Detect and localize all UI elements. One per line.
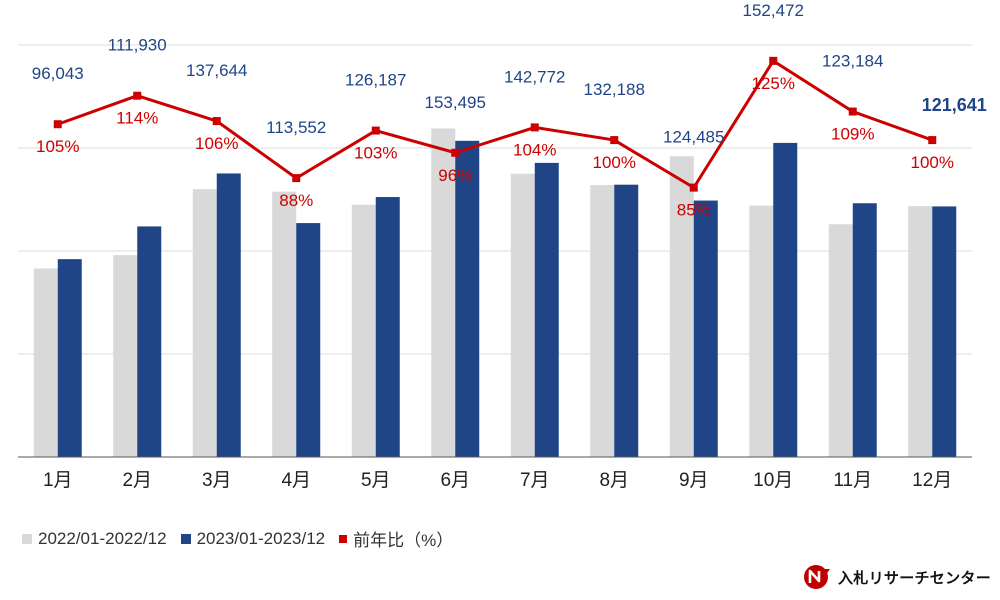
- ratio-point: [371, 126, 380, 135]
- x-tick-label: 12月: [912, 470, 952, 491]
- ratio-value-label: 105%: [36, 137, 79, 156]
- x-tick-label: 6月: [440, 470, 470, 491]
- ratio-point: [292, 174, 301, 183]
- ratio-value-label: 114%: [116, 109, 158, 128]
- bar-2023: [137, 226, 162, 457]
- x-tick-label: 9月: [679, 470, 709, 491]
- bars-layer: [33, 128, 957, 458]
- ratio-point: [530, 123, 539, 132]
- bar-value-label: 123,184: [822, 52, 883, 71]
- ratio-value-label: 88%: [279, 191, 313, 210]
- ratio-value-label: 109%: [831, 125, 874, 144]
- ratio-line: [57, 59, 933, 190]
- bar-value-label: 111,930: [108, 36, 167, 55]
- chart-svg: 1月 2月 3月 4月 5月 6月 7月 8月 9月 10月 11月 12月 96,043 105% 11…: [18, 1, 987, 491]
- gridlines: [18, 44, 972, 355]
- ratio-value-label: 85%: [677, 201, 711, 220]
- bar-value-label: 153,495: [425, 93, 486, 112]
- bar-2022: [828, 224, 853, 457]
- ratio-point: [53, 120, 62, 129]
- bar-value-label: 126,187: [345, 71, 406, 90]
- bar-value-label: 137,644: [186, 61, 247, 80]
- ratio-value-label: 100%: [593, 153, 636, 172]
- bar-2022: [908, 206, 933, 457]
- ratio-point: [451, 148, 460, 157]
- bar-value-label: 121,641: [922, 95, 987, 115]
- bar-2022: [510, 173, 535, 457]
- legend: 2022/01-2022/12 2023/01-2023/12 前年比（%）: [22, 526, 467, 551]
- legend-item-ratio: 前年比（%）: [339, 526, 453, 551]
- bar-2023: [375, 197, 400, 457]
- legend-label-ratio: 前年比（%）: [353, 531, 454, 550]
- bar-value-label: 96,043: [32, 64, 84, 83]
- x-axis: 1月 2月 3月 4月 5月 6月 7月 8月 9月 10月 11月 12月: [18, 456, 972, 491]
- ratio-point: [769, 56, 778, 65]
- logo-mark-icon: [804, 565, 830, 589]
- bar-2023: [296, 223, 321, 457]
- bar-2023: [932, 206, 957, 457]
- ratio-point: [928, 136, 937, 145]
- ratio-point: [212, 117, 221, 126]
- legend-item-2023: 2023/01-2023/12: [180, 528, 326, 549]
- legend-label-2023: 2023/01-2023/12: [196, 528, 326, 548]
- ratio-point: [610, 136, 619, 145]
- legend-label-2022: 2022/01-2022/12: [38, 528, 167, 548]
- bar-2023: [693, 200, 718, 457]
- ratio-value-label: 125%: [752, 74, 795, 93]
- ratio-line-layer: [53, 56, 937, 192]
- legend-swatch-2023: [180, 533, 191, 544]
- x-tick-label: 5月: [361, 470, 391, 491]
- ratio-value-label: 104%: [513, 140, 556, 159]
- x-tick-label: 10月: [753, 470, 793, 491]
- brand-logo: 入札リサーチセンター: [803, 563, 991, 591]
- x-tick-label: 3月: [202, 470, 232, 491]
- bar-value-label: 152,472: [743, 1, 804, 20]
- bar-value-label: 113,552: [266, 118, 326, 137]
- logo-text: 入札リサーチセンター: [838, 568, 992, 587]
- legend-item-2022: 2022/01-2022/12: [22, 529, 167, 549]
- bar-2022: [431, 128, 456, 457]
- bar-value-label: 142,772: [504, 67, 565, 86]
- x-tick-label: 1月: [43, 470, 73, 491]
- bar-2023: [455, 140, 480, 457]
- x-tick-label: 2月: [122, 470, 152, 491]
- bar-2023: [614, 184, 639, 457]
- bar-2023: [852, 203, 877, 457]
- x-tick-label: 7月: [520, 470, 550, 491]
- ratio-value-label: 96%: [438, 166, 472, 185]
- ratio-value-label: 106%: [195, 134, 238, 153]
- ratio-point: [689, 183, 698, 192]
- x-tick-label: 8月: [599, 470, 629, 491]
- bar-2023: [57, 259, 82, 457]
- bar-2022: [113, 255, 138, 457]
- ratio-value-label: 100%: [911, 153, 954, 172]
- bar-2022: [33, 268, 58, 457]
- bar-2022: [351, 204, 376, 457]
- x-tick-label: 11月: [833, 470, 872, 491]
- bar-value-label: 124,485: [663, 128, 724, 147]
- bar-value-label: 132,188: [584, 80, 645, 99]
- ratio-point: [133, 91, 142, 100]
- legend-swatch-ratio: [339, 534, 348, 543]
- x-tick-label: 4月: [281, 470, 311, 491]
- bar-2022: [749, 205, 774, 457]
- ratio-point: [848, 107, 857, 116]
- bar-2022: [272, 191, 297, 457]
- ratio-value-label: 103%: [354, 144, 397, 163]
- bar-2023: [216, 173, 241, 457]
- data-labels-layer: 96,043 105% 111,930 114% 137,644 106% 113,552 8…: [32, 1, 987, 220]
- bar-2023: [534, 162, 559, 457]
- bar-2022: [192, 189, 217, 457]
- bar-2023: [773, 142, 798, 457]
- bar-2022: [669, 156, 694, 458]
- bar-2022: [590, 185, 615, 457]
- legend-swatch-2022: [22, 533, 32, 544]
